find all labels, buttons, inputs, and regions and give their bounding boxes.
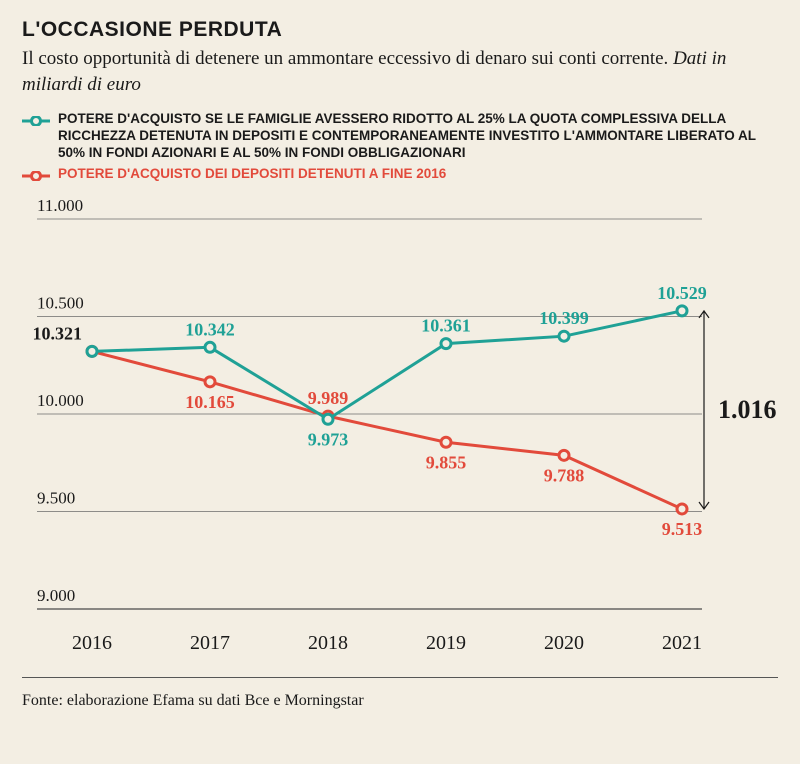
legend-item-1: POTERE D'ACQUISTO SE LE FAMIGLIE AVESSER… <box>22 111 778 162</box>
svg-text:2019: 2019 <box>426 632 466 654</box>
svg-text:9.973: 9.973 <box>308 429 349 449</box>
chart-subtitle: Il costo opportunità di detenere un ammo… <box>22 46 778 97</box>
legend-text-2: POTERE D'ACQUISTO DEI DEPOSITI DETENUTI … <box>58 166 446 183</box>
legend-swatch-1 <box>22 116 50 126</box>
legend-text-1: POTERE D'ACQUISTO SE LE FAMIGLIE AVESSER… <box>58 111 778 162</box>
svg-text:2021: 2021 <box>662 632 702 654</box>
svg-text:9.989: 9.989 <box>308 388 349 408</box>
chart: 9.000 9.500 10.000 10.500 11.000 2016 2017 2018… <box>22 189 778 669</box>
svg-text:2016: 2016 <box>72 632 112 654</box>
legend-item-2: POTERE D'ACQUISTO DEI DEPOSITI DETENUTI … <box>22 166 778 183</box>
svg-text:9.788: 9.788 <box>544 465 585 485</box>
svg-text:10.399: 10.399 <box>539 308 589 328</box>
svg-text:9.500: 9.500 <box>37 488 75 507</box>
svg-text:10.500: 10.500 <box>37 293 84 312</box>
svg-text:10.321: 10.321 <box>33 323 83 343</box>
svg-text:10.342: 10.342 <box>185 319 235 339</box>
svg-text:10.361: 10.361 <box>421 315 471 335</box>
svg-text:2017: 2017 <box>190 632 230 654</box>
svg-text:10.000: 10.000 <box>37 391 84 410</box>
chart-title: L'OCCASIONE PERDUTA <box>22 18 778 42</box>
svg-text:2018: 2018 <box>308 632 348 654</box>
subtitle-text: Il costo opportunità di detenere un ammo… <box>22 48 673 69</box>
svg-text:1.016: 1.016 <box>718 395 777 424</box>
legend: POTERE D'ACQUISTO SE LE FAMIGLIE AVESSER… <box>22 111 778 183</box>
svg-text:9.513: 9.513 <box>662 519 703 539</box>
svg-text:10.529: 10.529 <box>657 283 707 303</box>
svg-text:10.165: 10.165 <box>185 392 235 412</box>
svg-text:9.855: 9.855 <box>426 452 467 472</box>
source-text: Fonte: elaborazione Efama su dati Bce e … <box>22 692 778 710</box>
divider <box>22 677 778 678</box>
svg-text:9.000: 9.000 <box>37 586 75 605</box>
legend-swatch-2 <box>22 171 50 181</box>
svg-text:2020: 2020 <box>544 632 584 654</box>
svg-text:11.000: 11.000 <box>37 196 83 215</box>
